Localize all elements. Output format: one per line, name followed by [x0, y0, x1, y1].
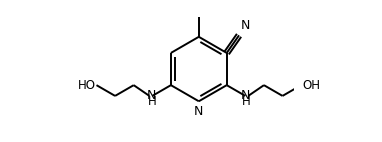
Text: HO: HO — [78, 79, 96, 92]
Text: N: N — [241, 89, 251, 102]
Text: N: N — [147, 89, 157, 102]
Text: N: N — [194, 105, 204, 118]
Text: N: N — [241, 19, 250, 32]
Text: OH: OH — [302, 79, 320, 92]
Text: H: H — [147, 95, 156, 108]
Text: H: H — [241, 95, 250, 108]
